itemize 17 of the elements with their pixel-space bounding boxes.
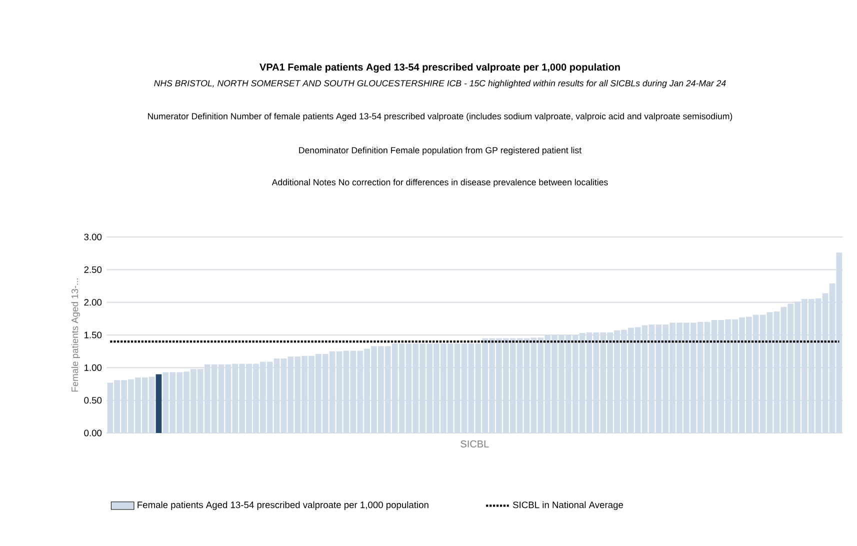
y-tick-label: 0.00 (84, 430, 102, 436)
legend-label: SICBL in National Average (512, 501, 623, 510)
text: Additional Notes No correction for differences in disease prevalence between localities (272, 178, 608, 188)
x-axis-title: SICBL (460, 440, 489, 448)
y-tick-label: 0.50 (84, 397, 102, 404)
text: Numerator Definition Number of female patients Aged 13-54 prescribed valproate (includes sodium valproate, valproic acid and valproate semisodium) (148, 112, 732, 122)
y-tick-label: 3.00 (84, 234, 102, 240)
y-tick-label: 1.50 (84, 332, 102, 338)
y-tick-label: 2.00 (84, 299, 102, 306)
y-tick-label: 2.50 (84, 266, 102, 273)
chart-title: VPA1 Female patients Aged 13-54 prescribed valproate per 1,000 population (260, 63, 620, 73)
bar (156, 374, 162, 433)
text: Denominator Definition Female population from GP registered patient list (299, 146, 582, 156)
y-tick-label: 1.00 (84, 364, 102, 371)
chart-subtitle: NHS BRISTOL, NORTH SOMERSET AND SOUTH GLOUCESTERSHIRE ICB - 15C highlighted within results for all SICBLs during Jan 24-Mar 24 (154, 80, 726, 88)
y-axis-title: Female patients Aged 13-... (71, 278, 80, 392)
legend-label: Female patients Aged 13-54 prescribed valproate per 1,000 population (138, 501, 428, 510)
